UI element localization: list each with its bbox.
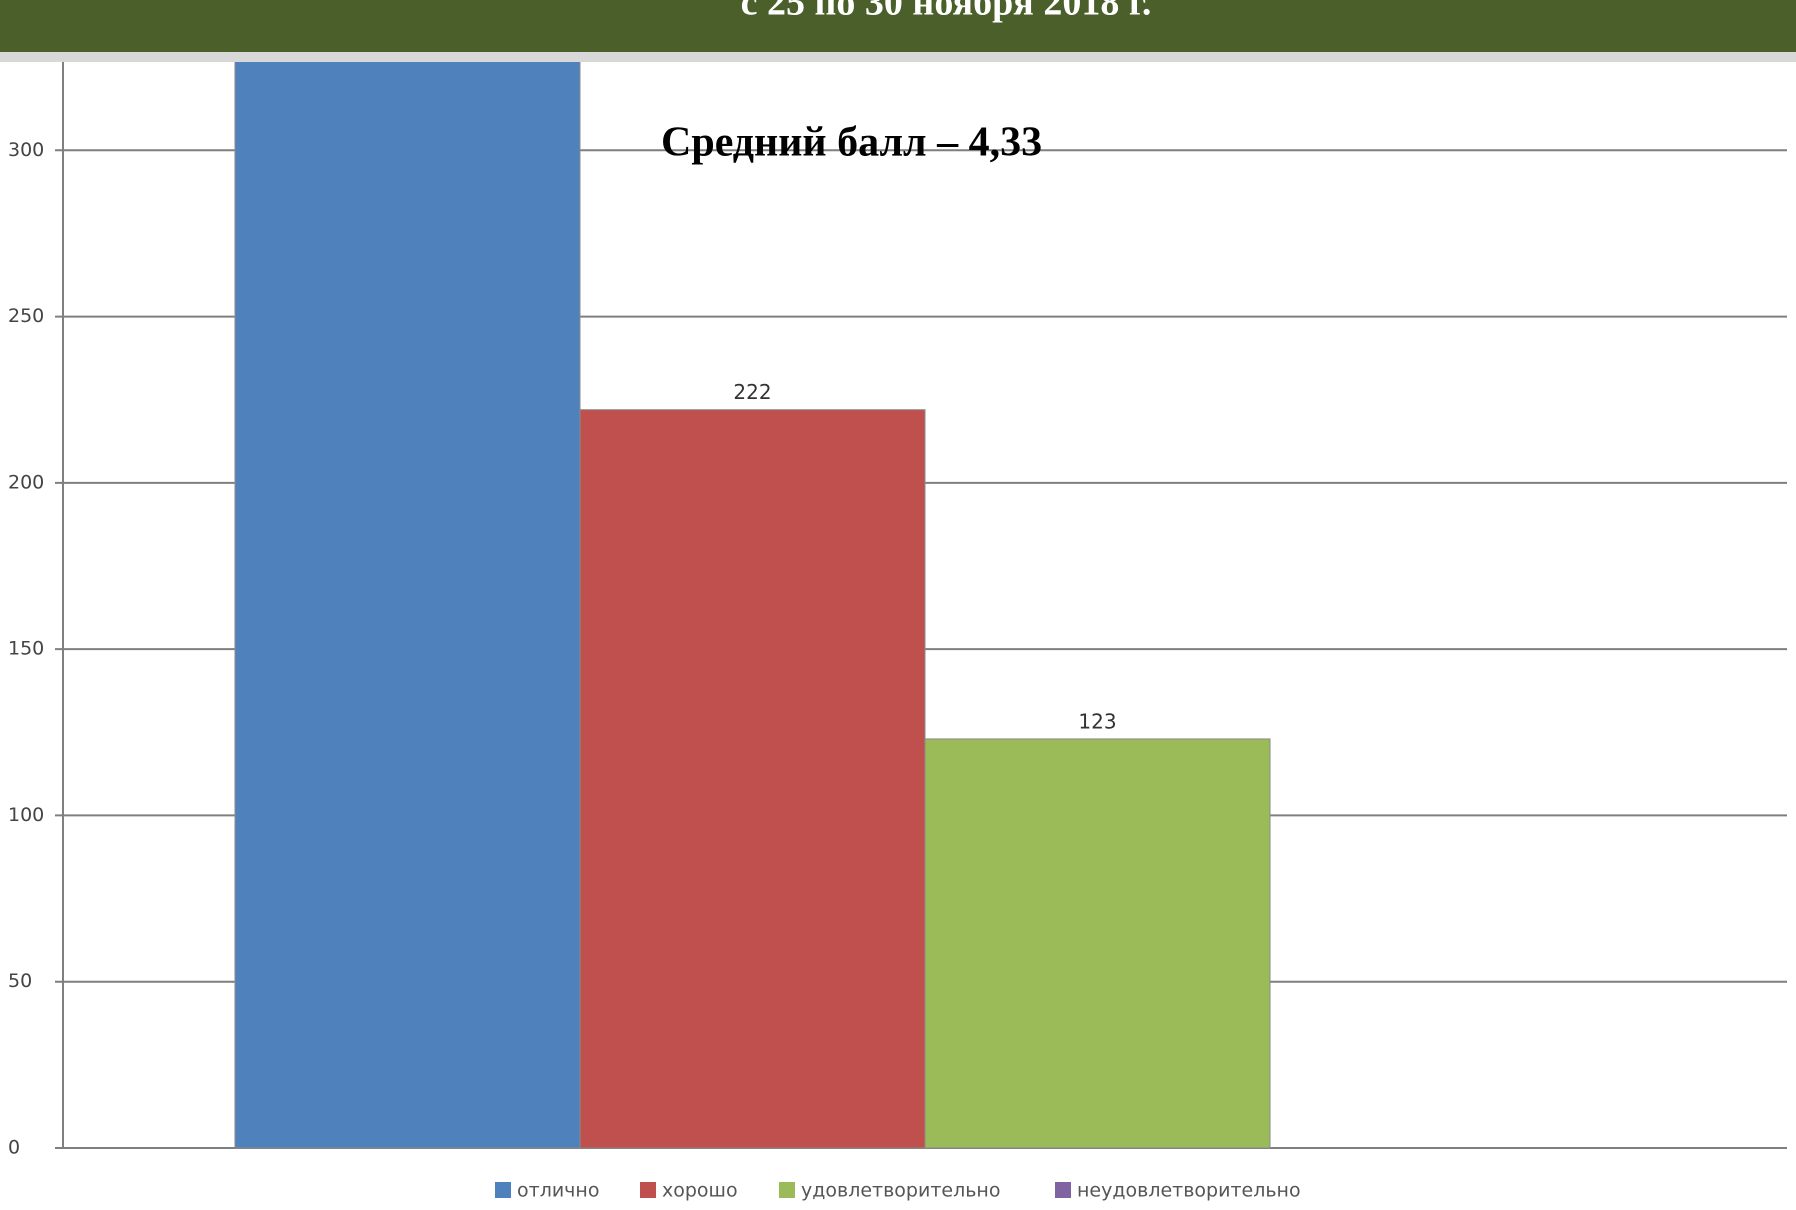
data-label: 123 — [1078, 709, 1116, 733]
bar — [234, 33, 581, 1149]
legend-swatch — [640, 1182, 656, 1198]
legend-swatch — [1055, 1182, 1071, 1198]
y-tick-label: 300 — [8, 139, 44, 161]
y-tick-label: 100 — [8, 804, 44, 826]
legend-label: неудовлетворительно — [1077, 1180, 1301, 1202]
legend-label: удовлетворительно — [801, 1180, 1000, 1202]
bar — [924, 738, 1271, 1149]
y-tick-label: 50 — [8, 970, 32, 992]
legend-label: хорошо — [662, 1180, 738, 1202]
bar — [579, 409, 926, 1149]
legend-label: отлично — [517, 1180, 599, 1202]
data-label: 222 — [733, 380, 771, 404]
annotation: Средний балл – 4,33 — [661, 120, 1042, 166]
y-tick-label: 150 — [8, 638, 44, 660]
header-bar — [0, 0, 1796, 52]
header-shadow — [0, 52, 1796, 62]
legend-swatch — [779, 1182, 795, 1198]
y-tick-label: 250 — [8, 305, 44, 327]
y-tick-label: 0 — [8, 1137, 20, 1159]
plot-area: 050100150200250300335222123 — [8, 0, 1787, 1159]
legend-swatch — [495, 1182, 511, 1198]
y-tick-label: 200 — [8, 471, 44, 493]
chart-title: с 25 по 30 ноября 2018 г. — [741, 0, 1152, 24]
